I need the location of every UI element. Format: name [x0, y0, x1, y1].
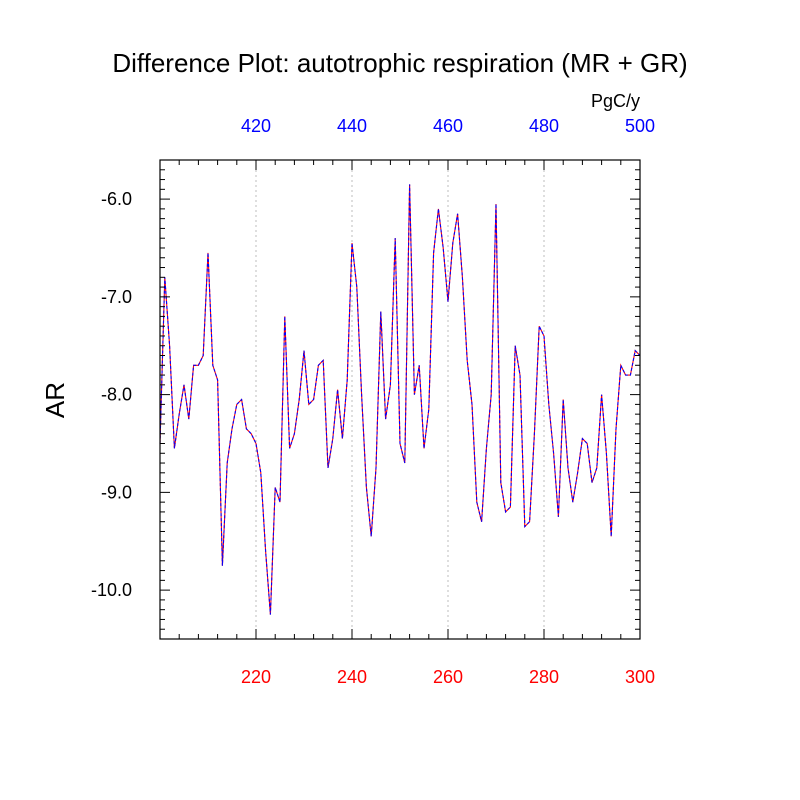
y-tick-label: -10.0	[91, 580, 132, 600]
x-tick-label-top: 480	[529, 116, 559, 136]
y-axis-label: AR	[40, 382, 70, 418]
x-tick-label-bottom: 240	[337, 667, 367, 687]
chart-title: Difference Plot: autotrophic respiration…	[112, 48, 687, 78]
x-tick-label-bottom: 260	[433, 667, 463, 687]
axis-ticks	[159, 159, 641, 640]
x-tick-label-top: 420	[241, 116, 271, 136]
units-label: PgC/y	[591, 91, 640, 111]
x-tick-label-top: 500	[625, 116, 655, 136]
y-tick-label: -8.0	[101, 385, 132, 405]
series-line-dashed	[159, 184, 641, 615]
y-tick-label: -9.0	[101, 482, 132, 502]
x-tick-label-top: 440	[337, 116, 367, 136]
series-line-solid	[159, 184, 641, 615]
y-tick-label: -6.0	[101, 189, 132, 209]
plot-frame	[159, 159, 641, 640]
series-lines	[159, 184, 641, 615]
x-tick-label-bottom: 220	[241, 667, 271, 687]
x-tick-label-bottom: 300	[625, 667, 655, 687]
y-tick-label: -7.0	[101, 287, 132, 307]
x-tick-label-bottom: 280	[529, 667, 559, 687]
x-tick-label-top: 460	[433, 116, 463, 136]
axis-tick-labels: 220 240 260 280 300 420 440 460 480 500 -6.0 -7.0 -8…	[91, 116, 655, 687]
